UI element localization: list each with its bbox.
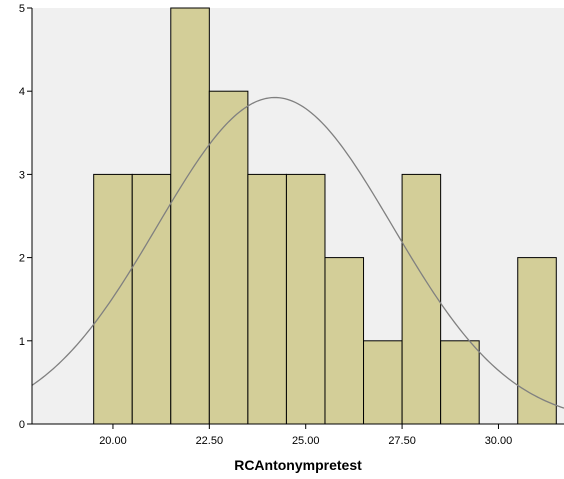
- histogram-bar: [517, 257, 557, 425]
- y-tick-label: 4: [19, 86, 25, 98]
- normal-curve: [31, 96, 564, 409]
- y-tick-label: 0: [19, 419, 25, 431]
- x-tick-label: 20.00: [99, 435, 127, 447]
- histogram-bar: [401, 173, 442, 425]
- histogram-bar: [440, 340, 480, 425]
- histogram-bar: [285, 173, 326, 425]
- x-axis-title: RCAntonympretest: [234, 457, 362, 473]
- histogram-bar: [363, 340, 403, 425]
- histogram-bar: [131, 173, 172, 425]
- y-tick-label: 2: [19, 253, 25, 265]
- x-tick-label: 27.50: [388, 435, 416, 447]
- x-tick-label: 22.50: [196, 435, 224, 447]
- x-tick-label: 25.00: [292, 435, 320, 447]
- histogram-bar: [324, 257, 365, 425]
- x-tick-label: 30.00: [485, 435, 513, 447]
- y-tick-label: 1: [19, 336, 25, 348]
- y-tick-label: 3: [19, 169, 25, 181]
- x-ticks-group: 20.00 22.50 25.00 27.50 30.00: [99, 424, 512, 447]
- histogram-bar: [208, 90, 249, 425]
- y-ticks-group: 0 1 2 3 4 5: [19, 3, 32, 431]
- histogram-bar: [170, 7, 210, 425]
- histogram-bar: [93, 173, 133, 425]
- y-tick-label: 5: [19, 3, 25, 15]
- bars-group: [93, 7, 557, 425]
- histogram-bar: [247, 173, 287, 425]
